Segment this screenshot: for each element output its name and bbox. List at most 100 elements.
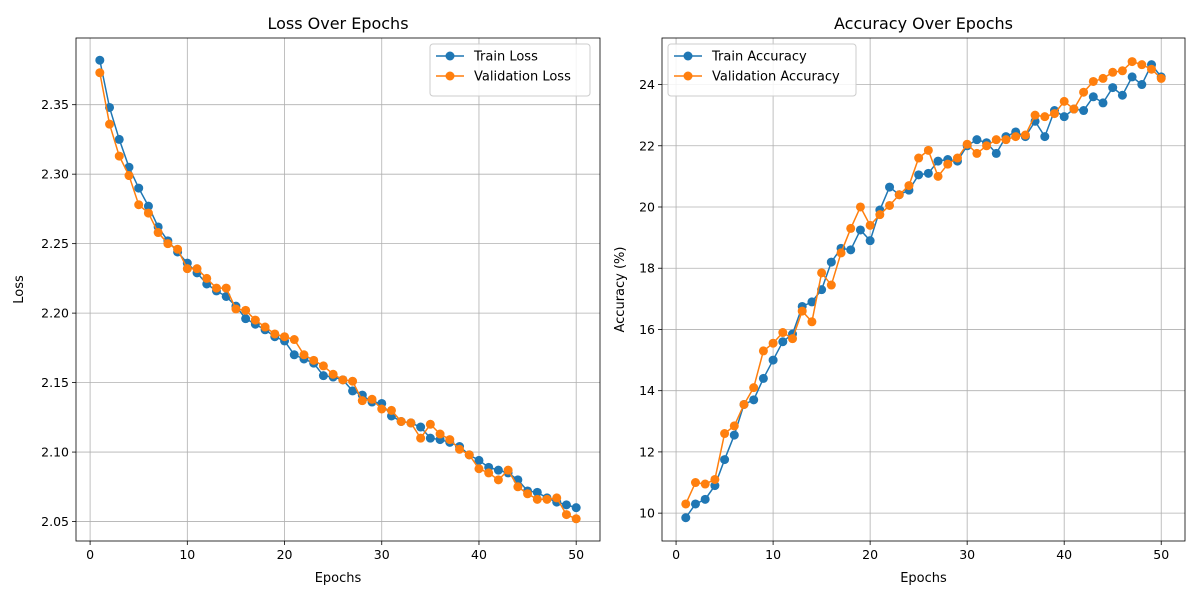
- x-tick-label: 50: [568, 547, 584, 562]
- data-point: [523, 489, 533, 499]
- data-point: [513, 482, 523, 492]
- legend-marker: [445, 51, 455, 61]
- data-point: [817, 268, 827, 278]
- data-point: [1030, 110, 1040, 120]
- y-tick-label: 22: [639, 138, 655, 153]
- data-point: [729, 430, 739, 440]
- data-point: [778, 328, 788, 338]
- data-point: [807, 297, 817, 307]
- y-tick-label: 18: [639, 261, 655, 276]
- data-point: [250, 315, 260, 325]
- data-point: [855, 202, 865, 212]
- data-point: [241, 305, 251, 315]
- data-point: [280, 332, 290, 342]
- data-point: [396, 417, 406, 427]
- chart-title: Loss Over Epochs: [267, 14, 408, 33]
- data-point: [153, 228, 163, 238]
- legend-label: Validation Accuracy: [712, 70, 840, 85]
- data-point: [552, 493, 562, 503]
- y-tick-label: 2.35: [41, 97, 69, 112]
- legend-label: Train Loss: [473, 50, 538, 65]
- data-point: [1127, 72, 1137, 82]
- data-point: [493, 475, 503, 485]
- data-point: [991, 135, 1001, 145]
- data-point: [758, 373, 768, 383]
- data-point: [1059, 112, 1069, 122]
- y-tick-label: 14: [639, 383, 655, 398]
- data-point: [720, 429, 730, 439]
- data-point: [1147, 64, 1157, 74]
- data-point: [105, 119, 115, 129]
- x-axis-label: Epochs: [315, 571, 362, 586]
- data-point: [749, 383, 759, 393]
- data-point: [1059, 96, 1069, 106]
- data-point: [1108, 83, 1118, 93]
- data-point: [445, 435, 455, 445]
- data-point: [826, 257, 836, 267]
- data-point: [962, 139, 972, 149]
- data-point: [173, 244, 183, 254]
- data-point: [163, 239, 173, 249]
- x-tick-label: 40: [1056, 547, 1072, 562]
- y-tick-label: 2.05: [41, 514, 69, 529]
- data-point: [221, 283, 231, 293]
- data-point: [972, 148, 982, 158]
- data-point: [739, 399, 749, 409]
- data-point: [318, 361, 328, 371]
- data-point: [192, 264, 202, 274]
- y-tick-label: 10: [639, 506, 655, 521]
- data-point: [1108, 67, 1118, 77]
- data-point: [914, 170, 924, 180]
- data-point: [328, 369, 338, 379]
- legend: Train Loss Validation Loss: [429, 43, 591, 97]
- plot-frame: [661, 37, 1186, 542]
- data-point: [865, 236, 875, 246]
- data-point: [768, 338, 778, 348]
- y-axis-label: Accuracy (%): [613, 247, 628, 333]
- x-tick-label: 30: [374, 547, 390, 562]
- data-point: [260, 322, 270, 332]
- data-point: [700, 494, 710, 504]
- x-tick-label: 0: [672, 547, 680, 562]
- data-point: [846, 245, 856, 255]
- data-point: [826, 280, 836, 290]
- data-point: [377, 404, 387, 414]
- data-point: [836, 248, 846, 258]
- data-point: [270, 329, 280, 339]
- data-point: [914, 153, 924, 163]
- x-tick-label: 50: [1153, 547, 1169, 562]
- y-tick-label: 2.15: [41, 375, 69, 390]
- legend-marker: [683, 71, 693, 81]
- plot-frame: [75, 37, 601, 542]
- data-point: [338, 375, 348, 385]
- y-tick-label: 2.30: [41, 167, 69, 182]
- data-point: [561, 500, 571, 510]
- data-point: [532, 487, 542, 497]
- data-point: [114, 134, 124, 144]
- data-point: [386, 405, 396, 415]
- data-point: [894, 190, 904, 200]
- data-point: [484, 468, 494, 478]
- data-point: [972, 135, 982, 145]
- data-point: [357, 396, 367, 406]
- series-line-1: [685, 60, 1162, 505]
- data-point: [348, 386, 358, 396]
- data-point: [542, 494, 552, 504]
- data-point: [464, 450, 474, 460]
- data-point: [124, 171, 134, 181]
- data-point: [885, 182, 895, 192]
- data-point: [416, 433, 426, 443]
- data-point: [778, 337, 788, 347]
- data-point: [406, 418, 416, 428]
- legend-label: Validation Loss: [474, 70, 571, 85]
- data-point: [571, 514, 581, 524]
- legend-box: [667, 43, 857, 97]
- legend: Train Accuracy Validation Accuracy: [667, 43, 857, 97]
- data-point: [348, 376, 358, 386]
- data-point: [681, 499, 691, 509]
- series-line-0: [99, 60, 577, 509]
- y-tick-label: 12: [639, 444, 655, 459]
- data-point: [807, 317, 817, 327]
- data-point: [797, 306, 807, 316]
